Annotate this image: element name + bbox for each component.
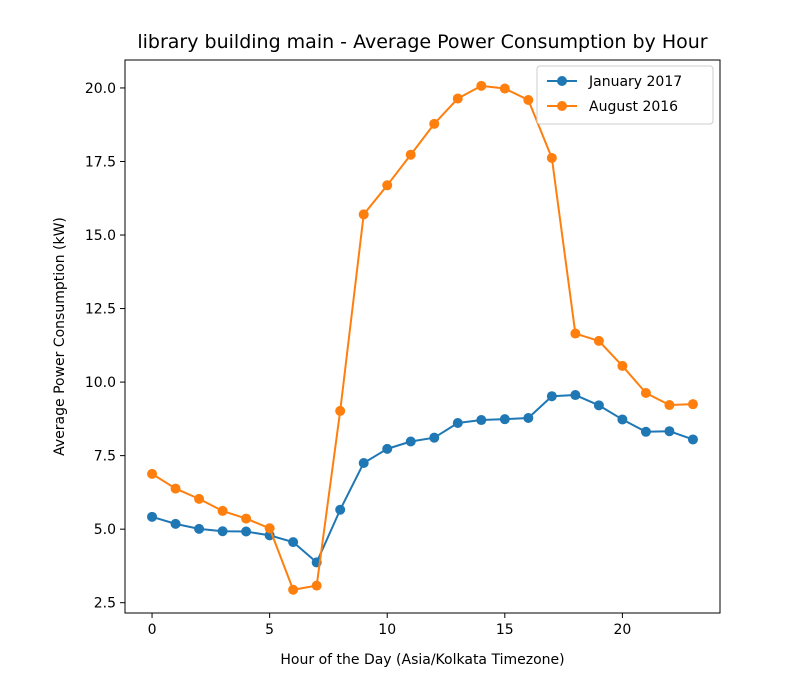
data-point-august-2016: [311, 580, 322, 591]
series-line-january-2017: [151, 394, 694, 564]
legend-label-august-2016: August 2016: [589, 99, 678, 115]
y-axis-label: Average Power Consumption (kW): [52, 217, 68, 456]
data-point-january-2017: [382, 443, 393, 454]
data-point-august-2016: [264, 523, 275, 534]
x-axis-ticks: 0 5 10 15 20: [148, 613, 631, 638]
data-point-august-2016: [452, 93, 463, 104]
series-line-august-2016: [151, 84, 693, 591]
data-point-january-2017: [570, 390, 581, 401]
data-point-january-2017: [288, 537, 299, 548]
data-point-august-2016: [429, 118, 440, 129]
y-tick-label: 20.0: [85, 81, 116, 97]
legend-box: [536, 65, 714, 125]
y-tick-label: 17.5: [85, 154, 116, 170]
data-point-august-2016: [288, 584, 299, 595]
data-point-january-2017: [194, 523, 205, 534]
x-tick-label: 20: [613, 622, 631, 638]
data-point-january-2017: [664, 426, 675, 437]
data-point-august-2016: [241, 513, 252, 524]
x-tick-label: 10: [378, 622, 396, 638]
data-point-august-2016: [593, 335, 604, 346]
data-point-august-2016: [405, 149, 416, 160]
data-point-january-2017: [499, 414, 510, 425]
data-point-january-2017: [523, 412, 534, 423]
data-point-august-2016: [499, 83, 510, 94]
y-axis-ticks: 2.5 5.0 7.5 10.0 12.5 15.0 17.5 20.0: [85, 81, 125, 612]
data-point-january-2017: [452, 417, 463, 428]
series-layer: [147, 80, 698, 595]
x-tick-label: 5: [265, 622, 274, 638]
data-point-january-2017: [429, 432, 440, 443]
data-point-january-2017: [546, 391, 557, 402]
legend-marker-january-2017: [557, 76, 567, 86]
y-tick-label: 15.0: [85, 228, 116, 244]
data-point-january-2017: [217, 526, 228, 537]
data-point-january-2017: [617, 414, 628, 425]
y-tick-label: 10.0: [85, 375, 116, 391]
data-point-august-2016: [687, 399, 698, 410]
data-point-august-2016: [147, 468, 158, 479]
data-point-august-2016: [335, 405, 346, 416]
plot-area-frame: [124, 59, 721, 614]
data-point-august-2016: [523, 95, 534, 106]
data-point-august-2016: [546, 152, 557, 163]
y-tick-label: 7.5: [94, 449, 116, 465]
x-axis-label: Hour of the Day (Asia/Kolkata Timezone): [280, 652, 564, 668]
data-point-january-2017: [640, 426, 651, 437]
data-point-august-2016: [664, 400, 675, 411]
y-tick-label: 12.5: [85, 302, 116, 318]
data-point-august-2016: [382, 180, 393, 191]
data-point-august-2016: [617, 360, 628, 371]
data-point-august-2016: [476, 80, 487, 91]
data-point-january-2017: [687, 434, 698, 445]
data-point-january-2017: [147, 511, 158, 522]
x-tick-label: 0: [148, 622, 157, 638]
data-point-august-2016: [570, 328, 581, 339]
data-point-january-2017: [405, 436, 416, 447]
data-point-january-2017: [593, 400, 604, 411]
data-point-august-2016: [640, 387, 651, 398]
x-tick-label: 15: [496, 622, 514, 638]
data-point-august-2016: [358, 209, 369, 220]
y-tick-label: 2.5: [94, 596, 116, 612]
data-point-january-2017: [335, 504, 346, 515]
data-point-january-2017: [358, 457, 369, 468]
data-point-august-2016: [217, 505, 228, 516]
legend-marker-august-2016: [557, 101, 567, 111]
y-tick-label: 5.0: [94, 522, 116, 538]
data-point-january-2017: [241, 526, 252, 537]
legend-label-january-2017: January 2017: [588, 74, 682, 90]
data-point-january-2017: [170, 518, 181, 529]
data-point-august-2016: [194, 493, 205, 504]
data-point-august-2016: [170, 483, 181, 494]
data-point-january-2017: [476, 415, 487, 426]
legend: January 2017 August 2016: [536, 65, 714, 125]
chart-title: library building main - Average Power Co…: [137, 31, 707, 53]
